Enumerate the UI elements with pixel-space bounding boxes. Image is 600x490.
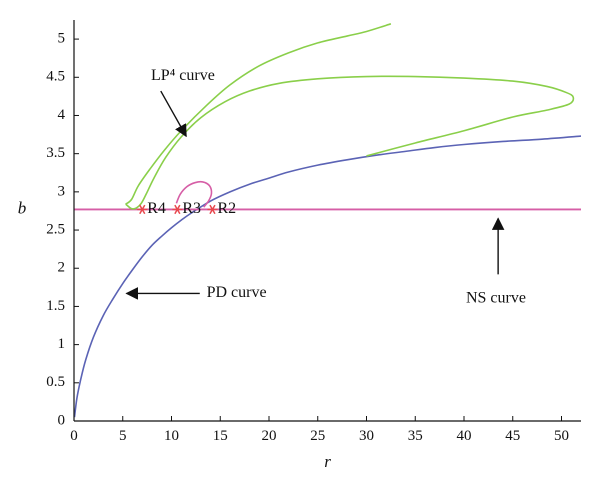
x-tick-label: 30	[359, 428, 374, 444]
y-tick-label: 2	[58, 260, 66, 276]
annotation-label: PD curve	[207, 284, 267, 301]
y-tick-label: 0	[58, 412, 66, 428]
x-tick-label: 5	[119, 428, 127, 444]
annotation-label: LP⁴ curve	[151, 67, 215, 84]
x-tick-label: 40	[457, 428, 472, 444]
y-tick-label: 1.5	[46, 298, 65, 314]
point-marker	[207, 204, 218, 215]
point-label: R2	[217, 200, 236, 217]
y-tick-label: 1	[58, 336, 66, 352]
curves-layer	[74, 23, 581, 418]
x-tick-label: 10	[164, 428, 179, 444]
x-tick-label: 20	[262, 428, 277, 444]
x-tick-label: 50	[554, 428, 569, 444]
y-tick-label: 3	[58, 183, 66, 199]
y-tick-label: 2.5	[46, 221, 65, 237]
y-tick-label: 3.5	[46, 145, 65, 161]
x-tick-label: 25	[310, 428, 325, 444]
x-axis-label: r	[324, 452, 331, 471]
x-tick-label: 35	[408, 428, 423, 444]
y-tick-label: 4	[58, 107, 66, 123]
curve-pd	[74, 135, 581, 418]
y-tick-label: 5	[58, 31, 66, 47]
marked-points-layer: R4 R3 R2	[137, 200, 236, 217]
y-tick-label: 0.5	[46, 374, 65, 390]
point-label: R4	[147, 200, 166, 217]
annotations-layer: LP⁴ curve PD curve NS curve	[125, 67, 526, 306]
x-tick-label: 0	[70, 428, 78, 444]
curve-lp4-main	[125, 75, 575, 210]
curve-lp4-outer	[125, 23, 392, 205]
y-axis-label: b	[18, 198, 27, 217]
point-marker	[172, 204, 183, 215]
curve-small-loop	[175, 180, 213, 208]
point-label: R3	[182, 200, 201, 217]
y-tick-label: 4.5	[46, 69, 65, 85]
annotation-label: NS curve	[466, 289, 526, 306]
point-marker	[137, 204, 148, 215]
x-tick-label: 45	[505, 428, 520, 444]
annotation-arrow	[160, 90, 187, 138]
axes-layer: 0 5 10 15 20 25 30 35 40 45 50 0 0.5 1 1.5 2 2.5 3 3.5 4 4.5…	[18, 20, 581, 471]
x-tick-label: 15	[213, 428, 228, 444]
